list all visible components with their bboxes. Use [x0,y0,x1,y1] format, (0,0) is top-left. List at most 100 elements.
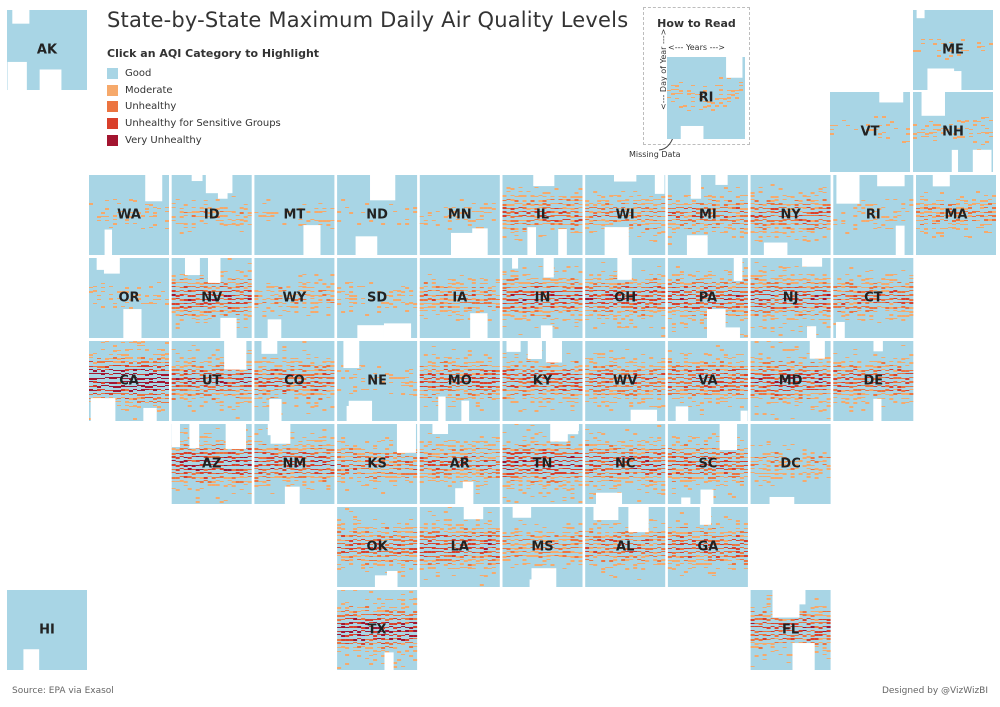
aqi-cell [750,306,755,307]
state-tile-sd[interactable]: SD [337,258,418,338]
state-tile-wy[interactable]: WY [254,258,335,338]
aqi-cell [298,385,303,386]
aqi-cell [101,397,105,398]
state-tile-il[interactable]: IL [502,175,583,255]
state-tile-oh[interactable]: OH [585,258,666,338]
aqi-cell [419,287,424,289]
state-tile-vt[interactable]: VT [830,92,910,172]
aqi-cell [538,370,543,372]
aqi-cell [798,291,803,292]
state-tile-pa[interactable]: PA [667,258,748,338]
aqi-cell [691,211,696,212]
legend-item-unhealthy[interactable]: Unhealthy [107,99,319,116]
state-tile-co[interactable]: CO [254,341,335,421]
aqi-cell [589,381,594,383]
aqi-cell [506,204,511,206]
state-tile-nh[interactable]: NH [913,92,993,172]
aqi-cell [183,377,188,379]
aqi-cell [431,377,436,378]
aqi-cell [774,220,779,221]
state-tile-md[interactable]: MD [750,341,831,421]
aqi-cell [703,212,708,213]
aqi-cell [770,377,775,379]
aqi-cell [770,291,775,292]
aqi-cell [770,382,775,384]
aqi-cell [165,211,169,212]
aqi-cell [467,278,472,280]
aqi-cell [671,274,676,276]
state-tile-va[interactable]: VA [667,341,748,421]
state-tile-wi[interactable]: WI [585,175,666,255]
aqi-cell [826,370,831,372]
aqi-cell [578,311,583,312]
aqi-cell [149,373,153,375]
aqi-cell [542,295,547,297]
aqi-cell [633,287,638,288]
state-label: MI [699,208,717,223]
state-tile-mo[interactable]: MO [419,341,500,421]
legend-item-moderate[interactable]: Moderate [107,82,319,99]
aqi-cell [105,208,109,210]
aqi-cell [621,286,626,287]
aqi-cell [675,398,680,399]
aqi-cell [243,216,248,218]
aqi-cell [514,401,519,403]
aqi-cell [750,385,755,387]
state-tile-ri[interactable]: RI [833,175,914,255]
legend-item-very-unhealthy[interactable]: Very Unhealthy [107,132,319,149]
state-tile-me[interactable]: ME [913,10,993,90]
state-tile-de[interactable]: DE [833,341,914,421]
state-tile-ny[interactable]: NY [750,175,831,255]
state-tile-nj[interactable]: NJ [750,258,831,338]
aqi-cell [609,393,614,395]
state-tile-ky[interactable]: KY [502,341,583,421]
aqi-cell [798,192,803,194]
aqi-cell [691,298,696,299]
aqi-cell [727,191,732,192]
state-tile-ne[interactable]: NE [337,341,418,421]
aqi-cell [239,212,244,214]
legend-item-usg[interactable]: Unhealthy for Sensitive Groups [107,115,319,132]
aqi-cell [774,231,779,233]
aqi-cell [810,366,815,367]
state-tile-in[interactable]: IN [502,258,583,338]
state-tile-ma[interactable]: MA [916,175,996,255]
state-tile-mi[interactable]: MI [667,175,748,255]
aqi-cell [687,385,692,386]
state-tile-ak[interactable]: AK [7,10,87,90]
state-tile-id[interactable]: ID [171,175,252,255]
state-tile-wv[interactable]: WV [585,341,666,421]
aqi-cell [475,373,480,375]
aqi-cell [845,295,850,297]
aqi-cell [585,394,590,396]
state-tile-or[interactable]: OR [89,258,169,338]
state-tile-mn[interactable]: MN [419,175,500,255]
state-tile-ut[interactable]: UT [171,341,252,421]
aqi-cell [258,390,263,391]
aqi-cell [645,382,650,383]
aqi-cell [637,386,642,388]
aqi-cell [475,311,480,313]
state-tile-ct[interactable]: CT [833,258,914,338]
legend-item-good[interactable]: Good [107,65,319,82]
aqi-cell [826,278,831,279]
aqi-cell [719,219,724,221]
aqi-cell [133,377,137,378]
state-tile-nv[interactable]: NV [171,258,252,338]
aqi-cell [861,306,866,307]
aqi-cell [593,402,598,403]
state-tile-wa[interactable]: WA [89,175,169,255]
aqi-cell [625,370,630,372]
state-tile-nd[interactable]: ND [337,175,418,255]
aqi-cell [443,287,448,288]
state-tile-mt[interactable]: MT [254,175,335,255]
aqi-cell [495,378,500,379]
state-tile-ia[interactable]: IA [419,258,500,338]
aqi-cell [239,385,244,387]
aqi-cell [554,327,559,329]
aqi-cell [435,373,440,374]
aqi-cell [203,315,208,316]
aqi-cell [625,377,630,379]
state-tile-ca[interactable]: CA [89,341,169,421]
aqi-cell [969,136,973,137]
